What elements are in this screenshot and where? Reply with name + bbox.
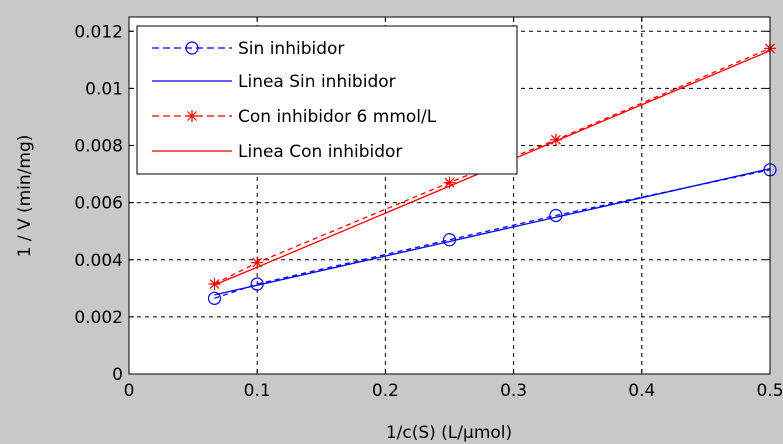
point-marker-con-inhibidor-6-mmol-l	[443, 176, 456, 189]
legend: Sin inhibidor Linea Sin inhibidor Con in…	[136, 25, 518, 175]
y-tick-label: 0	[112, 365, 123, 385]
x-tick-label: 0.3	[500, 381, 527, 401]
x-tick-label: 0	[124, 381, 135, 401]
x-tick-label: 0.4	[628, 381, 655, 401]
y-tick-label: 0.01	[85, 79, 123, 99]
x-tick-label: 0.1	[244, 381, 271, 401]
legend-label-sin-inhibidor: Sin inhibidor	[238, 39, 344, 59]
x-tick-label: 0.2	[372, 381, 399, 401]
series-layer	[207, 42, 777, 305]
y-tick-label: 0.004	[74, 251, 123, 271]
series-line-linea-con-inhibidor	[214, 50, 771, 286]
legend-box	[136, 25, 518, 175]
legend-label-linea-con-inhibidor: Linea Con inhibidor	[238, 142, 402, 162]
legend-marker-con-inhibidor-6-mmol-l	[186, 110, 198, 122]
axis-ticks: 0 0.1 0.2 0.3 0.4 0.5 0 0.002 0.004 0.006 0.008 0.0…	[74, 17, 783, 401]
plot-frame	[128, 16, 771, 375]
legend-samples	[152, 41, 232, 152]
series-line-linea-sin-inhibidor	[214, 168, 771, 296]
x-tick-label: 0.5	[756, 381, 783, 401]
point-marker-con-inhibidor-6-mmol-l	[208, 278, 221, 291]
point-marker-sin-inhibidor	[207, 291, 222, 305]
legend-label-linea-sin-inhibidor: Linea Sin inhibidor	[238, 72, 396, 92]
y-tick-label: 0.012	[74, 22, 123, 42]
x-axis-label: 1/c(S) (L/μmol)	[386, 423, 512, 443]
y-axis-label: 1 / V (min/mg)	[15, 135, 35, 258]
y-tick-label: 0.006	[74, 194, 123, 214]
y-tick-label: 0.008	[74, 137, 123, 157]
legend-label-con-inhibidor: Con inhibidor 6 mmol/L	[238, 107, 437, 127]
legend-marker-sin-inhibidor	[185, 41, 199, 55]
y-tick-label: 0.002	[74, 308, 123, 328]
